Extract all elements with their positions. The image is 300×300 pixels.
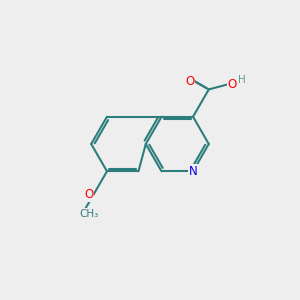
Text: H: H xyxy=(238,75,245,85)
Text: O: O xyxy=(84,188,94,201)
Text: CH₃: CH₃ xyxy=(80,208,99,219)
Text: O: O xyxy=(227,78,236,91)
Text: O: O xyxy=(185,75,194,88)
Text: N: N xyxy=(189,165,197,178)
